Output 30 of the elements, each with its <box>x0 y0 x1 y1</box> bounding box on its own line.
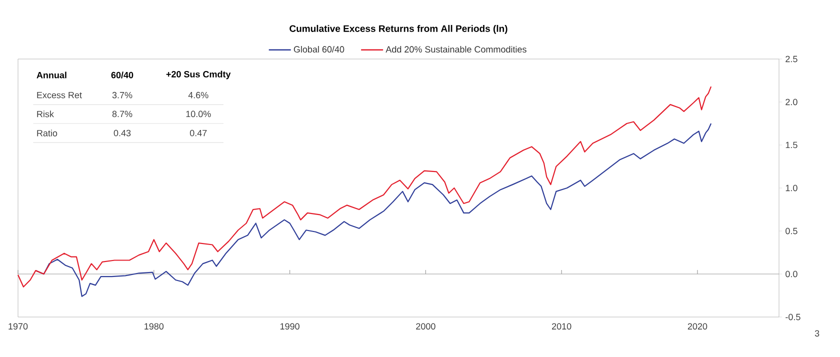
y-tick-label: 1.5 <box>786 142 798 148</box>
x-tick-label: 2000 <box>416 323 436 330</box>
y-tick-label: -0.5 <box>786 314 800 320</box>
y-tick-label: 2.5 <box>786 56 798 62</box>
x-tick-label: 1990 <box>280 323 300 330</box>
annotation: +20 Sus Cmdty <box>166 70 231 80</box>
x-tick-label: 1970 <box>8 323 28 330</box>
annotation: 60/40 <box>111 72 134 78</box>
line-series <box>17 86 712 288</box>
y-tick-label: 0.5 <box>786 228 798 234</box>
annotation: Risk <box>37 110 54 118</box>
annotation: 8.7% <box>112 110 132 118</box>
annotation: Excess Ret <box>37 92 82 98</box>
x-tick-label: 1980 <box>144 323 164 330</box>
legend-label: Global 60/40 <box>294 46 344 53</box>
annotation: Annual <box>36 72 66 78</box>
y-tick-label: 1.0 <box>786 184 798 192</box>
annotation: 3.7% <box>112 92 132 98</box>
y-tick-label: 0.0 <box>786 270 798 278</box>
x-tick-label: 2020 <box>688 323 708 330</box>
legend-label: Add 20% Sustainable Commodities <box>386 46 526 53</box>
annotation: Ratio <box>37 130 58 136</box>
y-tick-label: 2.0 <box>786 98 798 106</box>
chart-title: Cumulative Excess Returns from All Periods (ln) <box>290 24 508 34</box>
annotation: 0.47 <box>190 130 207 136</box>
annotation: 0.43 <box>114 130 131 136</box>
annotation: 4.6% <box>188 92 208 98</box>
annotation: 10.0% <box>186 110 211 118</box>
x-tick-label: 2010 <box>552 323 572 330</box>
text: 3 <box>814 330 820 337</box>
